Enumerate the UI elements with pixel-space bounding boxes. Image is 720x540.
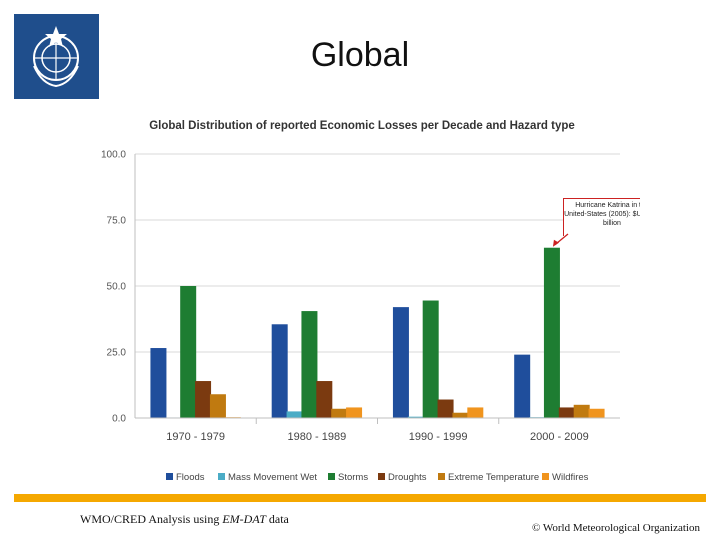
- annotation-arrow-head: [552, 239, 559, 247]
- bar: [467, 407, 484, 418]
- bar: [543, 247, 560, 418]
- bar: [422, 300, 439, 418]
- copyright-note: © World Meteorological Organization: [531, 522, 700, 534]
- legend-swatch: [542, 473, 549, 480]
- source-note-dataset: EM-DAT: [222, 512, 266, 526]
- bar: [452, 412, 469, 418]
- bar: [346, 407, 363, 418]
- bar: [180, 286, 197, 418]
- bar: [316, 381, 333, 418]
- bar: [301, 311, 318, 418]
- bar: [588, 408, 605, 418]
- y-tick-label: 25.0: [107, 348, 127, 359]
- economic-losses-bar-chart: Global Distribution of reported Economic…: [101, 120, 640, 483]
- bar: [573, 404, 590, 418]
- x-tick-label: 1970 - 1979: [166, 431, 225, 443]
- bar: [514, 354, 531, 418]
- bar: [286, 411, 303, 418]
- x-tick-label: 2000 - 2009: [530, 431, 589, 443]
- y-tick-label: 50.0: [107, 282, 127, 293]
- bar: [392, 307, 409, 418]
- source-note-suffix: data: [265, 512, 289, 526]
- source-note: WMO/CRED Analysis using EM-DAT data: [80, 512, 289, 527]
- slide-title: Global: [310, 36, 410, 74]
- y-tick-label: 0.0: [112, 414, 126, 425]
- legend-label: Wildfires: [552, 472, 589, 483]
- wmo-logo: [14, 14, 99, 99]
- legend-label: Mass Movement Wet: [228, 472, 317, 483]
- legend-label: Storms: [338, 472, 368, 483]
- bar: [271, 324, 288, 418]
- legend-swatch: [218, 473, 225, 480]
- annotation-text: Hurricane Katrina in the United-States (…: [563, 198, 640, 236]
- legend-label: Floods: [176, 472, 205, 483]
- bar: [437, 399, 454, 418]
- legend-swatch: [328, 473, 335, 480]
- y-tick-label: 100.0: [101, 150, 126, 161]
- bar: [407, 416, 424, 418]
- bar: [331, 408, 348, 418]
- bar: [209, 394, 226, 418]
- legend-swatch: [166, 473, 173, 480]
- legend-label: Extreme Temperature: [448, 472, 539, 483]
- x-tick-label: 1990 - 1999: [409, 431, 468, 443]
- bar: [150, 348, 167, 418]
- footer-divider: [14, 494, 706, 502]
- bar: [195, 381, 212, 418]
- chart-title: Global Distribution of reported Economic…: [149, 120, 575, 132]
- legend-swatch: [438, 473, 445, 480]
- wmo-emblem-icon: [33, 26, 79, 88]
- y-tick-label: 75.0: [107, 216, 127, 227]
- bar: [558, 407, 575, 418]
- source-note-prefix: WMO/CRED Analysis using: [80, 512, 223, 526]
- x-tick-label: 1980 - 1989: [288, 431, 347, 443]
- annotation-box: Hurricane Katrina in the United-States (…: [563, 198, 640, 236]
- legend-swatch: [378, 473, 385, 480]
- legend-label: Droughts: [388, 472, 427, 483]
